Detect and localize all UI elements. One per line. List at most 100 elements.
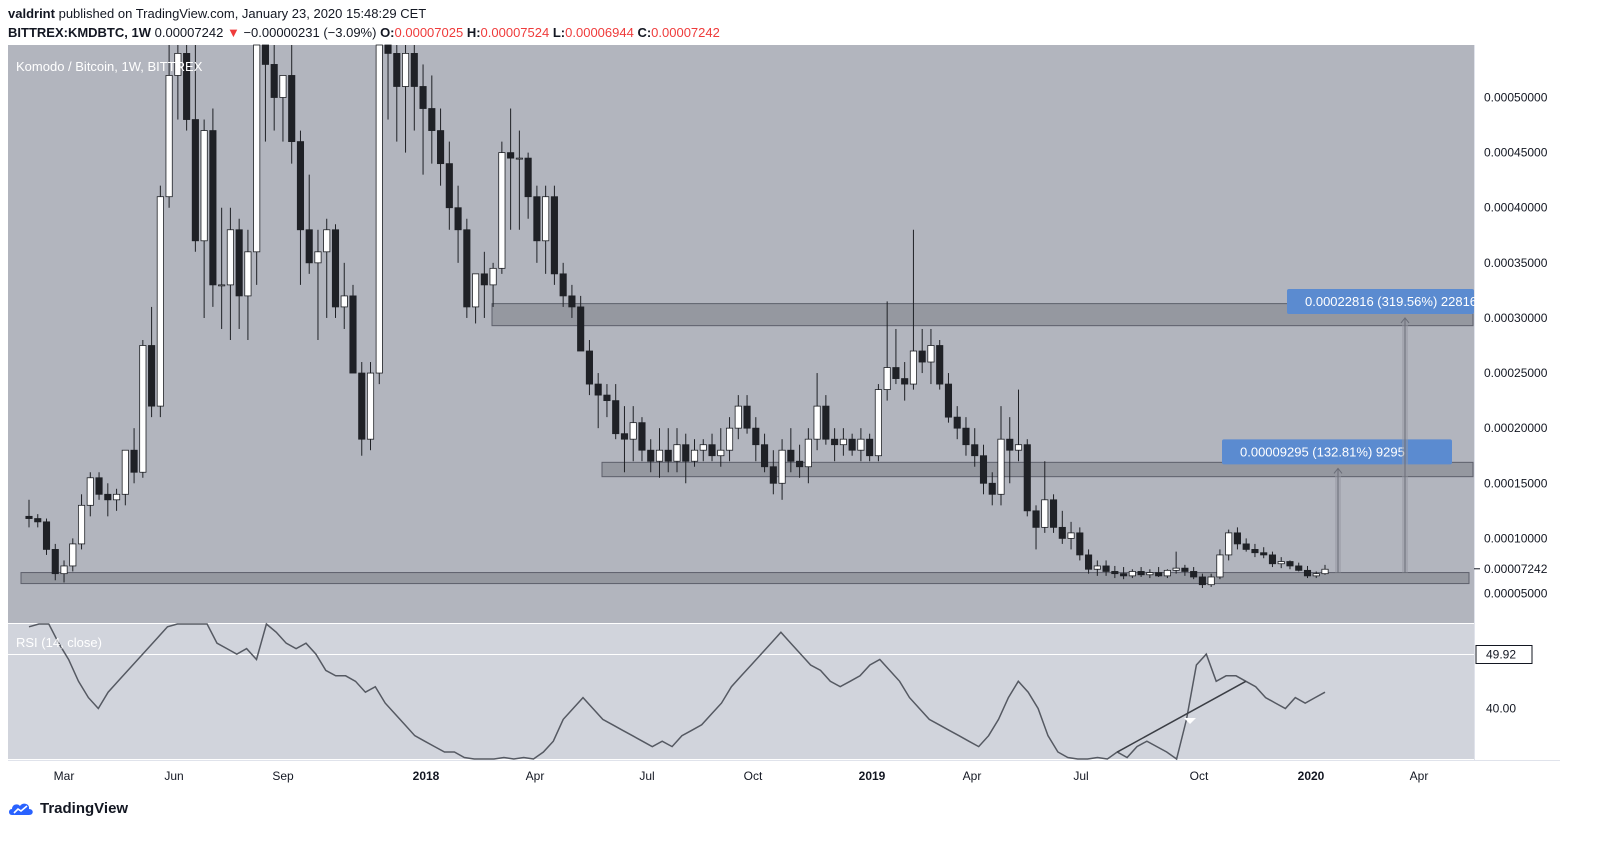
candle[interactable] — [1137, 567, 1145, 577]
candle[interactable] — [647, 439, 655, 473]
candle[interactable] — [305, 174, 313, 274]
candle[interactable] — [463, 218, 471, 318]
candle[interactable] — [682, 433, 690, 484]
candle[interactable] — [419, 64, 427, 175]
candle[interactable] — [218, 207, 226, 329]
candle[interactable] — [787, 428, 795, 473]
candle[interactable] — [1251, 543, 1259, 558]
candle[interactable] — [366, 362, 375, 451]
candle[interactable] — [130, 428, 138, 484]
candle[interactable] — [883, 301, 891, 401]
candle[interactable] — [778, 439, 786, 500]
candle[interactable] — [717, 428, 725, 467]
candle[interactable] — [1102, 560, 1110, 576]
candle[interactable] — [156, 185, 164, 418]
candle[interactable] — [95, 472, 103, 500]
candle[interactable] — [1242, 538, 1250, 552]
candle[interactable] — [1312, 571, 1320, 579]
candle[interactable] — [77, 494, 86, 550]
candle[interactable] — [384, 44, 392, 120]
candle[interactable] — [498, 141, 506, 274]
candle[interactable] — [507, 108, 515, 230]
candle[interactable] — [1076, 527, 1084, 561]
candle[interactable] — [401, 45, 410, 153]
candle[interactable] — [1163, 569, 1171, 579]
candle[interactable] — [1128, 569, 1136, 579]
candle[interactable] — [1295, 562, 1303, 572]
candle[interactable] — [1260, 547, 1268, 559]
candle[interactable] — [235, 218, 243, 329]
candle[interactable] — [1014, 389, 1023, 462]
candle[interactable] — [892, 328, 900, 385]
candle[interactable] — [638, 417, 646, 462]
candle[interactable] — [1277, 557, 1285, 569]
candle[interactable] — [699, 439, 707, 462]
candle[interactable] — [445, 141, 453, 230]
candle[interactable] — [769, 450, 777, 495]
candle[interactable] — [349, 284, 357, 374]
candle[interactable] — [909, 229, 917, 390]
candle[interactable] — [1303, 565, 1312, 579]
candle[interactable] — [761, 433, 769, 473]
candle[interactable] — [1093, 560, 1101, 576]
candle[interactable] — [971, 428, 979, 467]
candle[interactable] — [1216, 549, 1224, 580]
candle[interactable] — [375, 44, 383, 385]
candle[interactable] — [857, 428, 865, 462]
candle[interactable] — [340, 262, 348, 329]
candle[interactable] — [936, 339, 944, 390]
candle[interactable] — [804, 428, 812, 484]
candle[interactable] — [1006, 417, 1014, 484]
candle[interactable] — [831, 428, 839, 462]
candle[interactable] — [568, 284, 576, 318]
candle[interactable] — [1233, 527, 1241, 550]
candle[interactable] — [1155, 567, 1163, 577]
candle[interactable] — [542, 185, 550, 274]
candle[interactable] — [69, 538, 77, 572]
candle[interactable] — [209, 108, 217, 307]
candle[interactable] — [454, 185, 462, 263]
candle[interactable] — [25, 499, 33, 528]
candle[interactable] — [139, 339, 147, 478]
candle[interactable] — [60, 560, 68, 583]
candle[interactable] — [577, 295, 585, 352]
candle[interactable] — [331, 224, 340, 318]
candle[interactable] — [270, 45, 278, 131]
candle[interactable] — [725, 417, 734, 462]
candle[interactable] — [1146, 569, 1154, 579]
candle[interactable] — [1058, 510, 1066, 544]
candle[interactable] — [1032, 505, 1040, 550]
candle[interactable] — [261, 44, 269, 142]
candle[interactable] — [848, 433, 856, 456]
candle[interactable] — [489, 262, 497, 307]
candle[interactable] — [1172, 551, 1180, 574]
candle[interactable] — [51, 543, 59, 581]
candle[interactable] — [944, 373, 953, 423]
candle[interactable] — [533, 185, 541, 263]
candle[interactable] — [655, 428, 664, 478]
candle[interactable] — [1207, 573, 1215, 587]
candle[interactable] — [594, 373, 602, 429]
candle[interactable] — [174, 45, 182, 120]
author-name[interactable]: valdrint — [8, 6, 55, 21]
candle[interactable] — [1181, 564, 1189, 576]
candle[interactable] — [34, 514, 42, 528]
candle[interactable] — [191, 45, 199, 252]
support-resistance-zone[interactable] — [491, 303, 1474, 327]
candle[interactable] — [690, 439, 699, 467]
candle[interactable] — [822, 395, 830, 445]
candle[interactable] — [1268, 551, 1277, 568]
candle[interactable] — [472, 273, 480, 324]
candle[interactable] — [979, 444, 988, 495]
candle[interactable] — [997, 406, 1005, 506]
candle[interactable] — [901, 362, 909, 401]
candle[interactable] — [673, 428, 681, 473]
candle[interactable] — [620, 406, 629, 473]
candle[interactable] — [1067, 521, 1075, 550]
candle[interactable] — [428, 75, 436, 164]
candle[interactable] — [323, 218, 331, 318]
candle[interactable] — [962, 417, 970, 456]
candle[interactable] — [314, 229, 322, 340]
candle[interactable] — [515, 130, 523, 230]
candle[interactable] — [1198, 573, 1206, 588]
